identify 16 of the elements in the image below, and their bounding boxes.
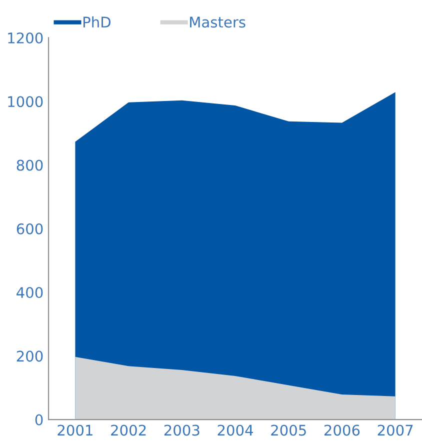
x-tick-label: 2004 bbox=[218, 424, 254, 436]
y-tick-label: 0 bbox=[35, 414, 43, 426]
x-tick-label: 2007 bbox=[378, 424, 413, 436]
y-tick-label: 400 bbox=[16, 287, 43, 298]
x-tick-label: 2005 bbox=[271, 424, 306, 436]
y-tick-label: 600 bbox=[16, 223, 43, 234]
x-tick-label: 2003 bbox=[164, 424, 200, 436]
y-tick-label: 1000 bbox=[8, 96, 43, 108]
y-tick-label: 200 bbox=[16, 350, 43, 362]
y-tick-label: 1200 bbox=[8, 32, 43, 44]
legend-label: Masters bbox=[190, 16, 246, 28]
x-tick-label: 2006 bbox=[324, 424, 360, 436]
y-tick-label: 800 bbox=[16, 160, 43, 171]
x-tick-label: 2002 bbox=[111, 424, 146, 436]
x-tick-label: 2001 bbox=[58, 424, 92, 436]
legend-label: PhD bbox=[84, 16, 110, 28]
